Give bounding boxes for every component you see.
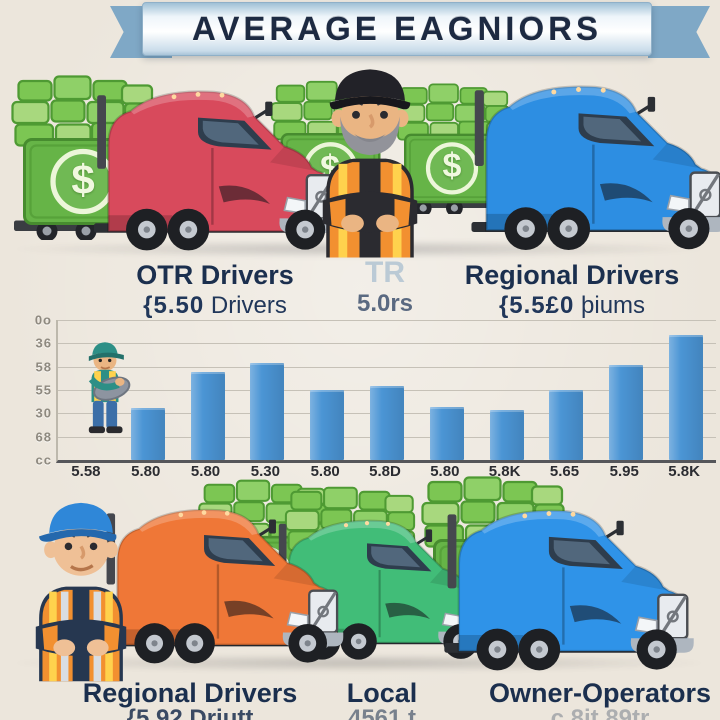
label-regional-sub-value: {5.5£0 bbox=[498, 292, 575, 319]
chart-worker-illustration bbox=[74, 315, 138, 461]
y-tick-label: cc bbox=[35, 452, 52, 468]
driver-character-illustration bbox=[14, 492, 148, 682]
x-tick-label: 5.58 bbox=[71, 463, 101, 480]
driver-character-illustration bbox=[300, 60, 440, 258]
chart-bar bbox=[489, 409, 524, 460]
banner-title: AVERAGE EAGNIORS bbox=[192, 10, 602, 47]
banner-band: AVERAGE EAGNIORS bbox=[142, 2, 652, 56]
bottom-label-local-sub: 4561 t bbox=[347, 705, 417, 720]
label-otr-title: OTR Drivers bbox=[136, 260, 294, 290]
label-otr-sub-value: {5.50 bbox=[143, 292, 205, 319]
bottom-label-regional: Regional Drivers bbox=[82, 678, 298, 708]
bottom-label-regional-sub: {5.92 Driutt bbox=[126, 705, 254, 720]
y-tick-label: 68 bbox=[35, 429, 52, 445]
chart-bar bbox=[609, 364, 644, 460]
y-tick-label: 0o bbox=[34, 312, 52, 328]
bottom-label-owner-operators: Owner-Operators bbox=[488, 678, 712, 708]
x-tick-label: 5.80 bbox=[430, 463, 460, 480]
chart-bar bbox=[310, 390, 345, 460]
dollar-sign-icon: $ bbox=[442, 146, 462, 185]
label-center-sub: 5.0rs bbox=[356, 290, 414, 317]
x-tick-label: 5.65 bbox=[549, 463, 580, 480]
x-tick-label: 5.80 bbox=[131, 463, 161, 480]
chart-bar bbox=[190, 371, 225, 460]
chart-x-axis: 5.58 5.80 5.80 5.30 5.80 5.8D 5.80 5.8K 5.65 5.95… bbox=[56, 463, 714, 483]
chart-bar bbox=[130, 408, 165, 460]
x-tick-label: 5.95 bbox=[609, 463, 639, 480]
chart-bar bbox=[429, 406, 464, 460]
x-tick-label: 5.30 bbox=[250, 463, 280, 480]
chart-grid-line bbox=[58, 343, 716, 345]
chart-y-axis: 0o 36 58 55 30 68 cc bbox=[20, 313, 52, 468]
y-tick-label: 30 bbox=[35, 405, 52, 421]
x-tick-label: 5.8D bbox=[369, 463, 401, 480]
chart-bar bbox=[370, 385, 404, 460]
chart-plot bbox=[56, 320, 716, 463]
x-tick-label: 5.80 bbox=[310, 463, 340, 480]
bottom-label-local: Local bbox=[346, 678, 418, 708]
dollar-sign-icon: $ bbox=[71, 156, 95, 204]
y-tick-label: 55 bbox=[35, 382, 52, 398]
y-tick-label: 58 bbox=[35, 359, 52, 375]
ribbon-tail-right bbox=[648, 6, 710, 58]
chart-bar bbox=[250, 363, 285, 460]
bottom-label-owner-operators-sub: c 8it 89tr bbox=[550, 705, 650, 720]
label-otr-sub-unit: Drivers bbox=[204, 292, 287, 319]
x-tick-label: 5.8K bbox=[488, 463, 521, 480]
ghost-text: TR bbox=[365, 256, 405, 289]
chart-bar bbox=[549, 390, 584, 460]
label-regional-sub-unit: þiums bbox=[574, 292, 646, 319]
y-tick-label: 36 bbox=[35, 335, 52, 351]
x-tick-label: 5.8K bbox=[668, 463, 700, 480]
label-otr-sub: {5.50 Drivers bbox=[70, 292, 360, 320]
earnings-bar-chart: 0o 36 58 55 30 68 cc 5.58 5.80 5.80 5.30 5.80 5.8D 5… bbox=[0, 313, 720, 484]
x-tick-label: 5.80 bbox=[190, 463, 221, 480]
semi-truck-blue-illustration bbox=[455, 62, 720, 252]
chart-grid-line bbox=[58, 320, 716, 321]
semi-truck-blue-illustration bbox=[428, 487, 702, 672]
label-regional-title: Regional Drivers bbox=[464, 260, 680, 290]
label-regional-sub: {5.5£0 þiums bbox=[427, 292, 717, 320]
chart-grid-line bbox=[58, 366, 716, 368]
chart-bar bbox=[669, 335, 704, 460]
